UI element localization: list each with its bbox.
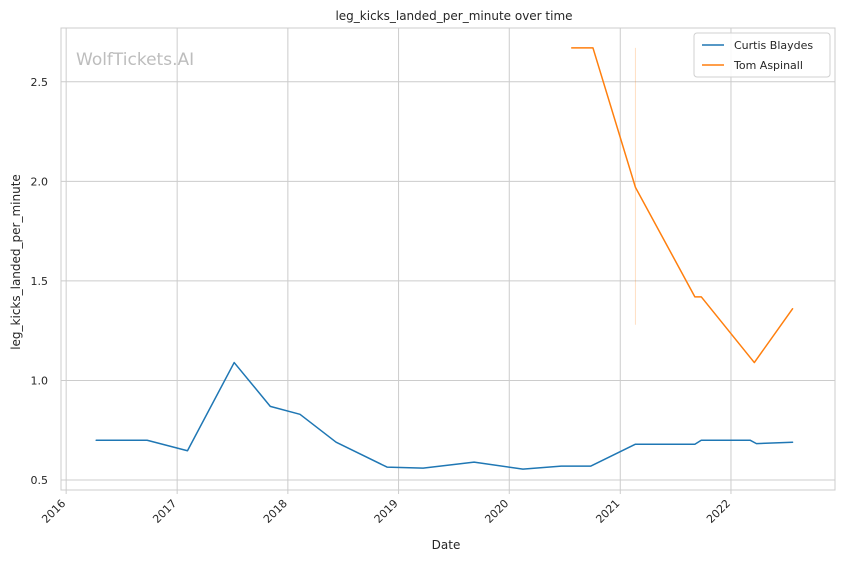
series-line-tom-aspinall — [570, 47, 794, 364]
x-tick-label: 2021 — [593, 497, 622, 526]
y-axis-label: leg_kicks_landed_per_minute — [9, 174, 23, 350]
x-tick-label: 2016 — [39, 497, 68, 526]
y-tick-label: 2.0 — [31, 175, 49, 188]
plot-frame — [60, 27, 836, 491]
chart-title: leg_kicks_landed_per_minute over time — [335, 9, 572, 23]
grid-layer — [61, 28, 835, 490]
x-tick-label: 2019 — [372, 497, 401, 526]
plot-background — [61, 28, 835, 490]
legend: Curtis Blaydes Tom Aspinall — [693, 32, 831, 78]
legend-entry: Curtis Blaydes — [734, 39, 813, 52]
legend-box — [693, 32, 831, 78]
plot-area — [61, 28, 835, 490]
y-tick-label: 0.5 — [31, 474, 49, 487]
x-tick-label: 2022 — [704, 497, 733, 526]
series-layer — [95, 47, 794, 470]
x-tick-label: 2020 — [482, 497, 511, 526]
legend-entry: Tom Aspinall — [733, 59, 803, 72]
watermark-text: WolfTickets.AI — [76, 50, 194, 70]
y-tick-label: 1.0 — [31, 374, 49, 387]
x-tick-label: 2018 — [261, 497, 290, 526]
x-axis-label: Date — [432, 538, 461, 552]
series-line-curtis-blaydes — [95, 361, 794, 470]
x-tick-label: 2017 — [150, 497, 179, 526]
y-tick-label: 2.5 — [31, 76, 49, 89]
y-tick-label: 1.5 — [31, 275, 49, 288]
